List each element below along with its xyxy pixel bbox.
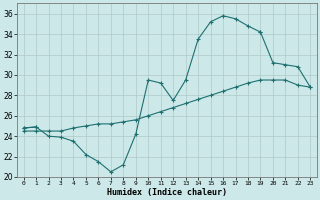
X-axis label: Humidex (Indice chaleur): Humidex (Indice chaleur) (107, 188, 227, 197)
